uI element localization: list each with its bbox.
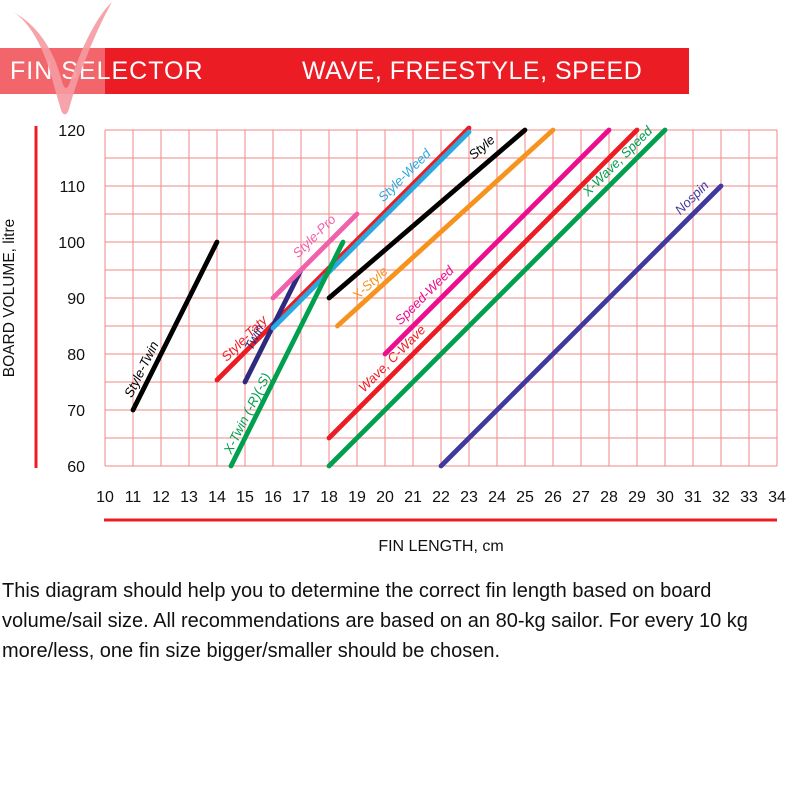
- x-tick-labels: 10 11 12 13 14 15 16 17 18 19 20 21 22 23 24 25 26 27 28 29…: [96, 489, 786, 506]
- x-tick: 14: [208, 489, 226, 506]
- y-axis-title: BOARD VOLUME, litre: [1, 219, 18, 377]
- x-axis-title: FIN LENGTH, cm: [378, 538, 503, 555]
- y-tick: 80: [67, 347, 85, 364]
- x-tick: 25: [516, 489, 534, 506]
- x-tick: 31: [684, 489, 702, 506]
- x-tick: 22: [432, 489, 450, 506]
- y-tick: 70: [67, 403, 85, 420]
- y-tick: 90: [67, 291, 85, 308]
- x-tick: 27: [572, 489, 590, 506]
- series-line-x-twin-r-s-: [228, 239, 346, 469]
- v-swoosh-logo-icon: [0, 2, 112, 115]
- x-tick: 18: [320, 489, 338, 506]
- series-line-x-wave-speed: [326, 127, 668, 469]
- series-label-style-pro: Style-Pro: [290, 212, 339, 261]
- x-tick: 16: [264, 489, 282, 506]
- x-tick: 15: [236, 489, 254, 506]
- x-tick: 17: [292, 489, 310, 506]
- x-tick: 32: [712, 489, 730, 506]
- series-label-nospin: Nospin: [672, 178, 712, 218]
- series-line-style-twin: [130, 239, 220, 413]
- series-line-nospin: [438, 183, 724, 469]
- series-line-x-style: [334, 127, 556, 329]
- x-tick: 10: [96, 489, 114, 506]
- y-tick: 100: [58, 235, 85, 252]
- series-label-x-wave-speed: X-Wave, Speed: [579, 123, 656, 200]
- series-line-style-taty: [214, 125, 472, 383]
- x-tick: 26: [544, 489, 562, 506]
- series-line-style-weed: [270, 129, 472, 331]
- series-line-speed-weed: [382, 127, 612, 357]
- x-tick: 33: [740, 489, 758, 506]
- series-label-wave-c-wave: Wave, C-Wave: [355, 322, 428, 395]
- x-tick: 23: [460, 489, 478, 506]
- brand-title: FIN SELECTOR: [10, 57, 204, 85]
- description-text: This diagram should help you to determin…: [2, 580, 748, 662]
- x-tick: 19: [348, 489, 366, 506]
- y-tick: 120: [58, 123, 85, 140]
- x-tick: 34: [768, 489, 786, 506]
- x-tick: 11: [125, 489, 142, 506]
- series-line-style: [326, 127, 528, 301]
- header-bar: FIN SELECTOR WAVE, FREESTYLE, SPEED: [0, 48, 689, 94]
- series-lines: [130, 125, 724, 469]
- x-tick: 24: [488, 489, 506, 506]
- y-tick: 110: [59, 179, 85, 196]
- series-line-wave-c-wave: [326, 127, 640, 441]
- page-title: WAVE, FREESTYLE, SPEED: [302, 57, 643, 85]
- x-tick: 29: [628, 489, 646, 506]
- x-tick: 20: [376, 489, 394, 506]
- y-tick-labels: 60 70 80 90 100 110 120: [58, 123, 85, 476]
- x-tick: 12: [152, 489, 170, 506]
- x-tick: 21: [404, 489, 422, 506]
- x-tick: 28: [600, 489, 618, 506]
- x-tick: 13: [180, 489, 198, 506]
- x-tick: 30: [656, 489, 674, 506]
- y-tick: 60: [67, 459, 85, 476]
- series-line-style-pro: [270, 211, 360, 301]
